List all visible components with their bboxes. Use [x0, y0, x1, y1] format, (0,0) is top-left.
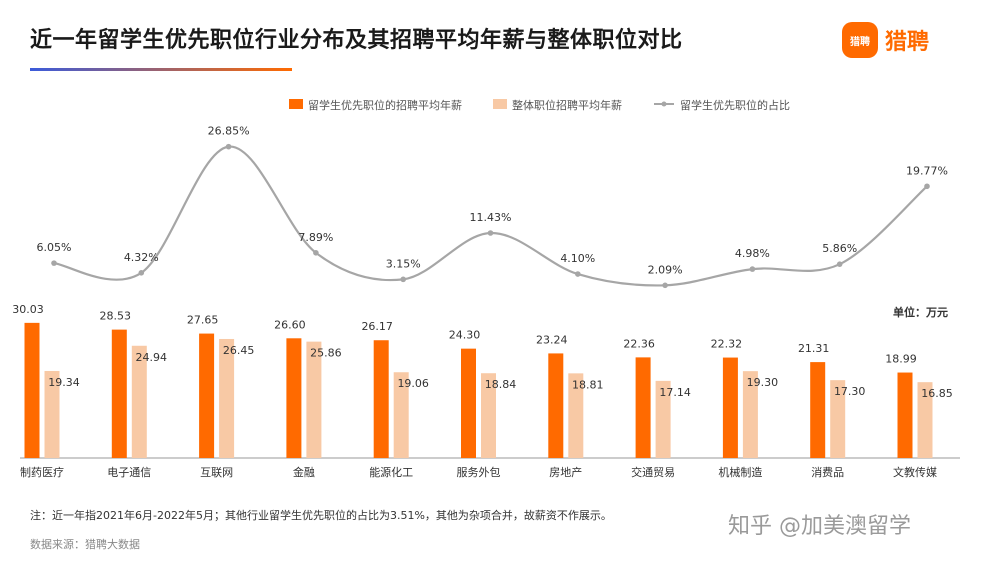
bar-recruit-salary: [722, 357, 738, 458]
data-label-overall-salary: 17.14: [659, 386, 691, 399]
x-tick-label: 机械制造: [718, 465, 762, 479]
x-tick-label: 能源化工: [369, 465, 413, 479]
line-point-ratio: [225, 143, 232, 150]
data-label-ratio: 11.43%: [470, 211, 512, 224]
line-point-ratio: [749, 266, 756, 272]
data-label-recruit-salary: 27.65: [187, 314, 219, 327]
line-point-ratio: [51, 260, 57, 266]
title-underline: [30, 68, 292, 71]
bar-overall-salary: [219, 338, 235, 458]
data-label-overall-salary: 25.86: [310, 347, 342, 360]
line-point-ratio: [924, 183, 930, 190]
bar-recruit-salary: [635, 357, 651, 458]
bar-overall-salary: [131, 345, 147, 458]
data-label-overall-salary: 19.34: [48, 376, 80, 389]
data-label-overall-salary: 16.85: [921, 387, 953, 400]
data-label-recruit-salary: 28.53: [100, 310, 132, 323]
bar-recruit-salary: [24, 322, 40, 458]
data-label-ratio: 2.09%: [648, 263, 683, 276]
x-tick-label: 制药医疗: [20, 465, 64, 479]
data-source: 数据来源：猎聘大数据: [30, 538, 140, 551]
x-tick-label: 房地产: [549, 465, 582, 479]
data-label-ratio: 6.05%: [37, 241, 72, 254]
legend-marker-ratio: [661, 101, 667, 107]
data-label-recruit-salary: 23.24: [536, 333, 568, 346]
line-ratio: [53, 145, 928, 287]
x-tick-label: 互联网: [200, 466, 233, 479]
footnote: 注：近一年指2021年6月-2022年5月；其他行业留学生优先职位的占比为3.5…: [30, 509, 612, 522]
x-tick-label: 金融: [293, 465, 315, 479]
data-label-ratio: 7.89%: [298, 231, 333, 244]
data-label-overall-salary: 26.45: [223, 344, 255, 357]
bar-recruit-salary: [548, 353, 564, 458]
liepin-logo: 猎聘 猎聘: [842, 22, 929, 58]
data-label-overall-salary: 18.81: [572, 378, 604, 391]
line-point-ratio: [836, 261, 843, 267]
data-label-recruit-salary: 30.03: [12, 303, 44, 316]
bar-overall-salary: [655, 380, 671, 458]
data-label-recruit-salary: 18.99: [885, 353, 917, 366]
data-label-overall-salary: 18.84: [485, 378, 517, 391]
data-label-overall-salary: 24.94: [136, 351, 168, 364]
x-tick-label: 电子通信: [107, 466, 151, 479]
bar-recruit-salary: [111, 329, 127, 458]
unit-label: 单位：万元: [893, 306, 948, 319]
data-label-ratio: 3.15%: [386, 257, 421, 270]
x-tick-label: 交通贸易: [631, 465, 675, 479]
line-point-ratio: [487, 230, 494, 236]
data-label-recruit-salary: 21.31: [798, 342, 830, 355]
data-label-ratio: 4.10%: [560, 252, 595, 265]
x-tick-label: 文教传媒: [893, 465, 937, 479]
data-label-overall-salary: 17.30: [834, 385, 866, 398]
data-label-ratio: 26.85%: [208, 125, 250, 138]
bar-overall-salary: [393, 372, 409, 458]
data-label-ratio: 4.32%: [124, 251, 159, 264]
line-point-ratio: [138, 270, 145, 276]
bar-overall-salary: [481, 373, 496, 458]
bar-recruit-salary: [897, 372, 913, 458]
legend-label-overall-salary: 整体职位招聘平均年薪: [512, 98, 622, 112]
bar-overall-salary: [568, 373, 584, 458]
x-tick-label: 服务外包: [457, 466, 501, 479]
x-tick-label: 消费品: [811, 465, 844, 479]
legend-swatch-overall-salary: [493, 99, 507, 109]
bar-overall-salary: [44, 370, 60, 458]
data-label-recruit-salary: 26.17: [361, 320, 393, 333]
line-point-ratio: [313, 250, 319, 256]
bar-overall-salary: [917, 382, 933, 458]
chart-title: 近一年留学生优先职位行业分布及其招聘平均年薪与整体职位对比: [30, 28, 683, 53]
logo-badge-icon: 猎聘: [842, 22, 878, 58]
bar-recruit-salary: [199, 333, 215, 458]
data-label-recruit-salary: 22.36: [623, 337, 655, 350]
data-label-recruit-salary: 26.60: [274, 318, 306, 331]
legend-label-ratio: 留学生优先职位的占比: [680, 98, 790, 112]
data-label-ratio: 19.77%: [906, 164, 948, 177]
legend-swatch-recruit-salary: [289, 99, 303, 109]
bar-recruit-salary: [373, 340, 389, 458]
bar-recruit-salary: [286, 338, 302, 458]
data-label-overall-salary: 19.06: [397, 377, 429, 390]
data-label-ratio: 5.86%: [822, 242, 857, 255]
watermark: 知乎 @加美澳留学: [728, 514, 911, 539]
bar-recruit-salary: [810, 362, 826, 458]
data-label-recruit-salary: 24.30: [449, 329, 481, 342]
logo-text: 猎聘: [885, 30, 930, 55]
legend-label-recruit-salary: 留学生优先职位的招聘平均年薪: [308, 98, 462, 112]
line-point-ratio: [662, 282, 668, 289]
data-label-ratio: 4.98%: [735, 247, 770, 260]
bar-recruit-salary: [461, 348, 476, 458]
data-label-recruit-salary: 22.32: [711, 338, 743, 351]
data-label-overall-salary: 19.30: [747, 376, 779, 389]
bar-overall-salary: [742, 371, 758, 458]
bar-overall-salary: [830, 380, 846, 458]
line-point-ratio: [400, 276, 407, 283]
bar-overall-salary: [306, 341, 322, 458]
line-point-ratio: [575, 271, 581, 277]
